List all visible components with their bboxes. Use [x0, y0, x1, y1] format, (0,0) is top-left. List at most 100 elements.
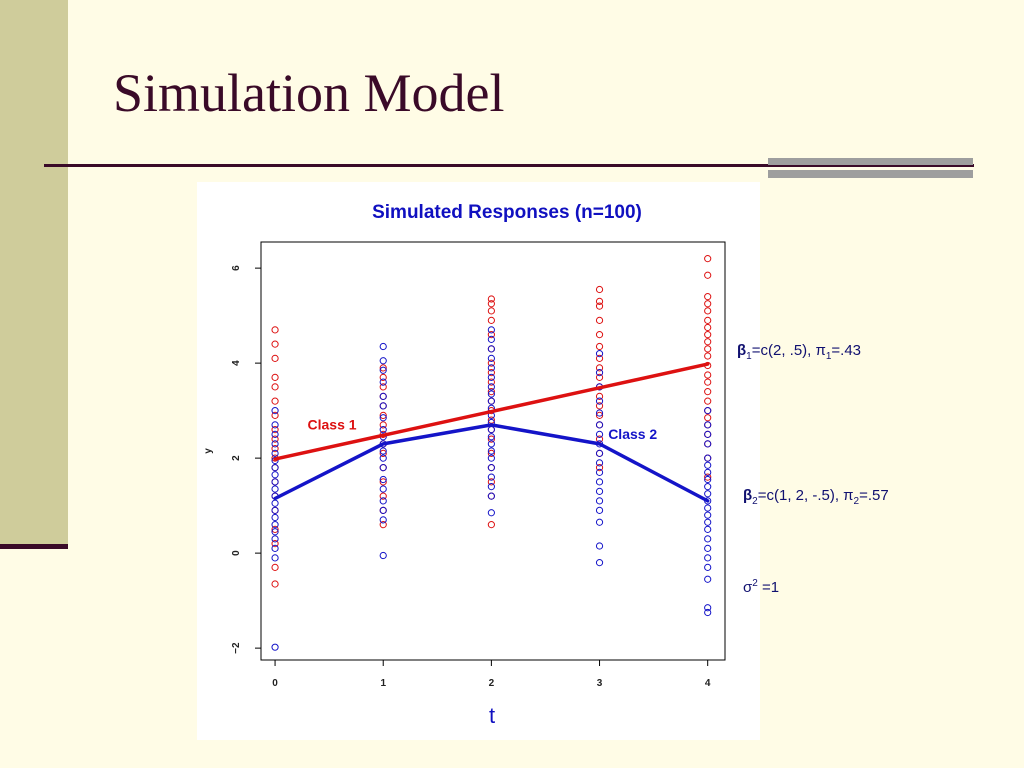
- data-point: [379, 392, 387, 400]
- data-point: [704, 371, 712, 379]
- data-point: [595, 430, 604, 438]
- data-point: [487, 390, 495, 398]
- data-point: [704, 454, 712, 462]
- data-point: [704, 421, 712, 429]
- beta2-symbol: β: [743, 487, 753, 504]
- data-point: [271, 435, 279, 443]
- data-point: [271, 499, 279, 507]
- data-point: [487, 364, 495, 372]
- data-point: [271, 411, 279, 419]
- data-point: [487, 449, 495, 457]
- pi1-value: =.43: [831, 342, 862, 359]
- data-point: [271, 354, 279, 362]
- data-point: [704, 307, 712, 315]
- data-point: [704, 563, 712, 571]
- class-label: Class 1: [308, 417, 357, 433]
- data-point: [704, 407, 712, 415]
- data-point: [487, 383, 495, 391]
- data-point: [595, 468, 604, 476]
- data-point: [379, 516, 387, 524]
- data-point: [704, 604, 712, 612]
- data-point: [487, 326, 495, 334]
- data-point: [595, 285, 604, 294]
- data-point: [704, 293, 712, 301]
- data-point: [379, 464, 387, 472]
- pi2-subscript: 2: [853, 496, 860, 507]
- data-point: [704, 255, 712, 263]
- data-point: [271, 521, 279, 529]
- data-point: [487, 316, 495, 324]
- data-point: [704, 352, 712, 360]
- data-point: [379, 373, 387, 381]
- data-point: [487, 373, 495, 381]
- data-point: [595, 506, 604, 514]
- data-point: [271, 554, 279, 562]
- title-rule: [44, 164, 974, 167]
- data-point: [379, 497, 387, 505]
- data-point: [595, 331, 604, 339]
- data-point: [704, 440, 712, 448]
- scatter-chart: Simulated Responses (n=100) 0 1 2 3 4−20246 …: [203, 202, 726, 728]
- data-point: [487, 397, 495, 405]
- data-point: [595, 354, 604, 362]
- data-point: [704, 323, 712, 332]
- data-point: [595, 397, 604, 405]
- data-point: [271, 445, 279, 453]
- data-point: [379, 478, 387, 486]
- data-point: [271, 580, 279, 588]
- data-point: [487, 454, 495, 462]
- data-point: [704, 473, 712, 481]
- beta2-subscript: 2: [752, 496, 758, 507]
- x-tick-label: 3: [597, 678, 603, 689]
- data-point: [379, 485, 387, 493]
- data-point: [704, 490, 712, 498]
- data-point: [379, 506, 387, 514]
- data-point: [271, 563, 279, 571]
- data-point: [487, 300, 495, 308]
- data-point: [595, 409, 604, 417]
- data-point: [379, 521, 387, 529]
- data-point: [704, 504, 712, 512]
- data-point: [487, 473, 495, 481]
- y-tick-label: 2: [231, 455, 242, 461]
- data-point: [595, 297, 604, 305]
- data-point: [271, 426, 279, 434]
- data-point: [487, 359, 495, 367]
- data-point: [487, 335, 495, 343]
- y-tick-label: 4: [231, 360, 242, 366]
- beta1-param: β1=c(2, .5), π1=.43: [737, 342, 861, 362]
- data-point: [704, 544, 712, 552]
- beta2-value: =c(1, 2, -.5), π: [757, 487, 854, 504]
- accent-bar: [768, 170, 973, 178]
- data-point: [595, 542, 604, 550]
- data-point: [271, 540, 279, 548]
- data-point: [487, 440, 495, 448]
- y-axis-label: y: [203, 448, 214, 454]
- x-tick-label: 4: [705, 678, 711, 689]
- beta1-symbol: β: [737, 342, 747, 359]
- data-point: [271, 528, 279, 536]
- data-point: [704, 511, 712, 519]
- sidebar-rule: [0, 544, 68, 549]
- series-line: [273, 362, 710, 461]
- plot-frame: [260, 241, 726, 661]
- pi2-value: =.57: [859, 487, 889, 504]
- data-point: [487, 483, 495, 491]
- series-line: [273, 423, 710, 503]
- data-point: [379, 366, 387, 374]
- x-tick-label: 1: [380, 678, 386, 689]
- data-point: [595, 316, 604, 324]
- data-point: [704, 468, 712, 476]
- data-point: [704, 475, 712, 484]
- data-point: [487, 447, 495, 455]
- class-labels: Class 1 Class 2: [308, 417, 658, 443]
- data-point: [595, 559, 604, 567]
- data-point: [704, 271, 712, 279]
- data-point: [271, 471, 279, 479]
- data-point: [271, 430, 279, 438]
- data-point: [704, 414, 712, 422]
- data-point: [595, 478, 604, 486]
- data-point: [271, 449, 279, 457]
- data-point: [487, 492, 495, 500]
- y-tick-label: −2: [231, 642, 242, 654]
